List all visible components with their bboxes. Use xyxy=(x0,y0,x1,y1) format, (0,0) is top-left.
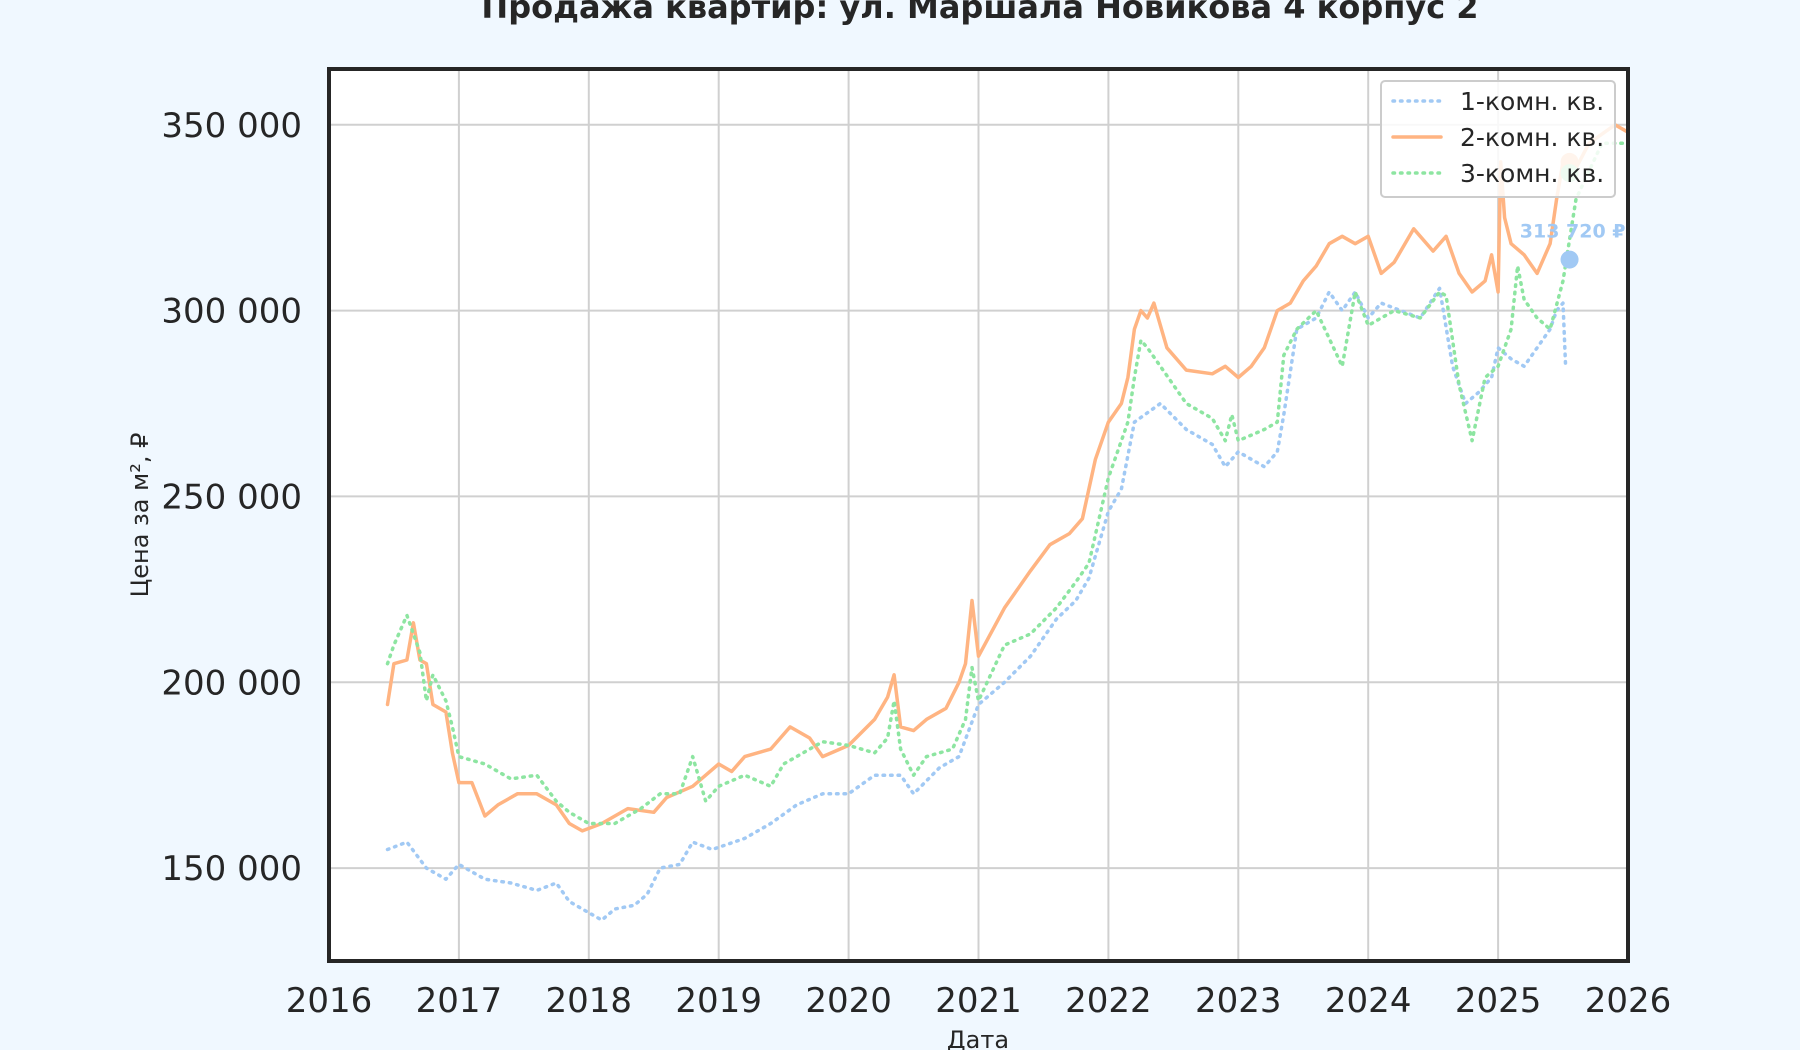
x-axis-ticks: 2016 2017 2018 2019 2020 2021 2022 2023 2024 2025… xyxy=(286,981,1672,1021)
legend-box xyxy=(1380,80,1616,198)
series-layer xyxy=(385,123,1630,922)
y-tick-label: 250 000 xyxy=(161,477,302,517)
last-value-label: 313 720 ₽ xyxy=(1520,221,1626,243)
y-axis-label: Цена за м², ₽ xyxy=(126,433,154,598)
last-value-marker xyxy=(1560,250,1579,269)
series-line-2 xyxy=(385,123,1630,833)
x-axis-label: Дата xyxy=(947,1026,1009,1050)
y-tick-label: 300 000 xyxy=(161,292,302,332)
x-tick-label: 2019 xyxy=(675,981,762,1021)
y-tick-label: 150 000 xyxy=(161,849,302,889)
series-line-3 xyxy=(385,141,1630,826)
x-tick-label: 2025 xyxy=(1455,981,1542,1021)
x-tick-label: 2022 xyxy=(1065,981,1152,1021)
legend-label: 2-комн. кв. xyxy=(1460,123,1604,152)
chart-title: Продажа квартир: ул. Маршала Новикова 4 … xyxy=(481,0,1478,26)
legend-label: 1-комн. кв. xyxy=(1460,87,1604,116)
legend-label: 3-комн. кв. xyxy=(1460,159,1604,188)
legend: 1-комн. кв. 2-комн. кв. 3-комн. кв. xyxy=(1380,80,1616,198)
series-line-1 xyxy=(385,286,1568,922)
x-tick-label: 2024 xyxy=(1325,981,1412,1021)
y-tick-label: 350 000 xyxy=(161,106,302,146)
plot-frame xyxy=(327,67,1630,963)
x-tick-label: 2018 xyxy=(546,981,633,1021)
x-tick-label: 2026 xyxy=(1585,981,1672,1021)
x-tick-label: 2020 xyxy=(805,981,892,1021)
y-axis-ticks: 150 000 200 000 250 000 300 000 350 000 xyxy=(161,106,302,889)
x-tick-label: 2021 xyxy=(935,981,1022,1021)
x-tick-label: 2016 xyxy=(286,981,373,1021)
x-tick-label: 2017 xyxy=(416,981,503,1021)
y-tick-label: 200 000 xyxy=(161,663,302,703)
x-tick-label: 2023 xyxy=(1195,981,1282,1021)
